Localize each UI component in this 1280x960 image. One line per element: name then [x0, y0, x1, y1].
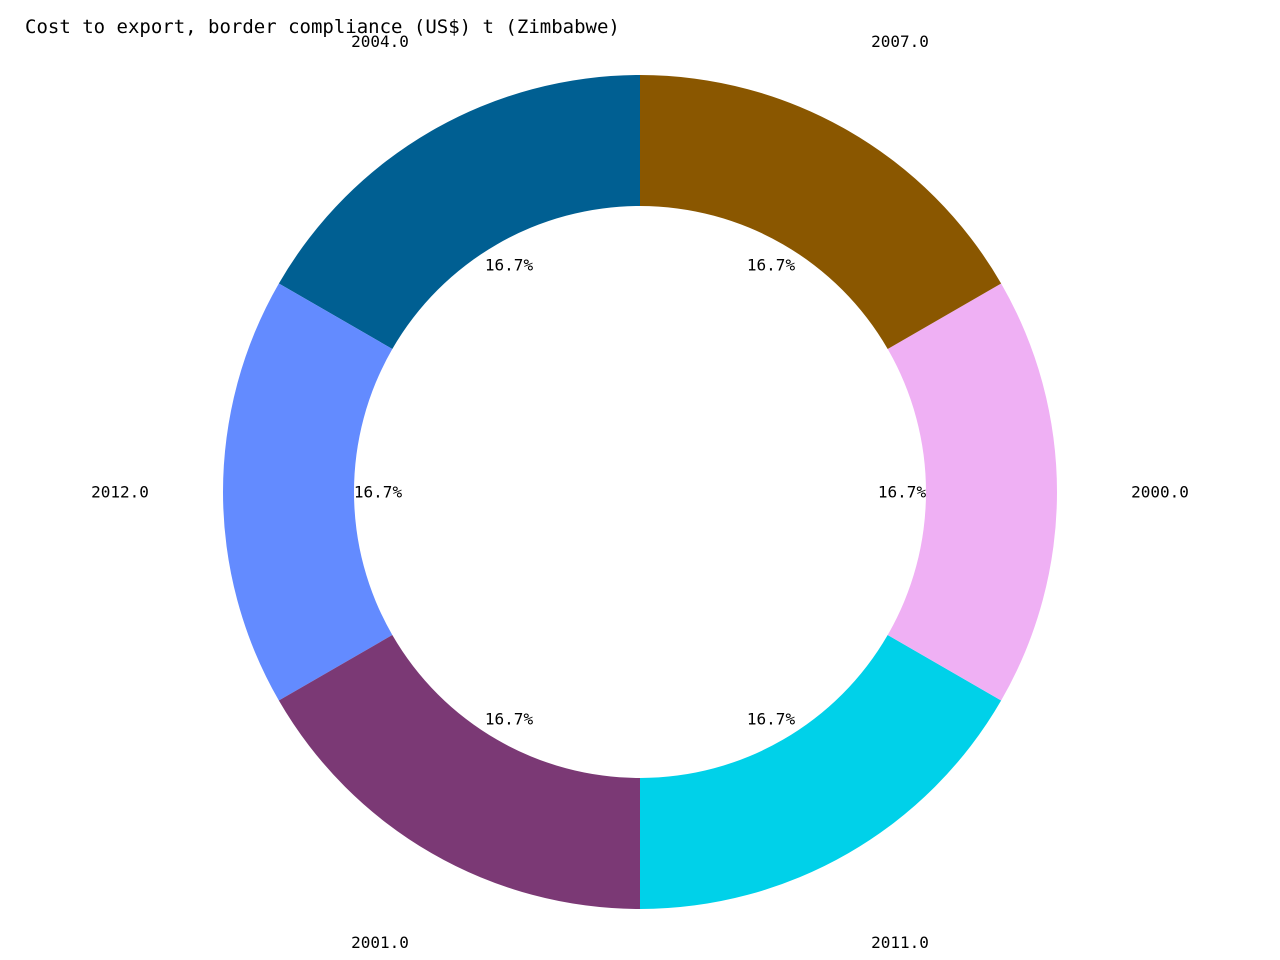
- donut-slice-2007-0: [640, 74, 1002, 349]
- donut-slice-2004-0: [278, 75, 640, 349]
- slice-label: 2001.0: [351, 933, 409, 952]
- slice-label: 2007.0: [871, 32, 929, 51]
- labels-layer: 2004.0 16.7% 2012.0 16.7% 2001.0 16.7% 2011.0 1…: [91, 32, 1189, 952]
- slice-percent-label: 16.7%: [878, 483, 927, 502]
- slice-label: 2012.0: [91, 483, 149, 502]
- slices-layer: [222, 74, 1057, 909]
- donut-slice-2000-0: [887, 283, 1057, 701]
- slice-percent-label: 16.7%: [485, 256, 534, 275]
- donut-slice-2011-0: [640, 635, 1002, 909]
- slice-label: 2000.0: [1131, 483, 1189, 502]
- donut-slice-2012-0: [222, 283, 393, 701]
- chart-title: Cost to export, border compliance (US$) …: [25, 16, 620, 38]
- slice-percent-label: 16.7%: [747, 709, 796, 728]
- slice-label: 2004.0: [351, 32, 409, 51]
- donut-slice-2001-0: [278, 635, 640, 909]
- slice-percent-label: 16.7%: [485, 709, 534, 728]
- slice-label: 2011.0: [871, 933, 929, 952]
- slice-percent-label: 16.7%: [354, 483, 403, 502]
- slice-percent-label: 16.7%: [747, 256, 796, 275]
